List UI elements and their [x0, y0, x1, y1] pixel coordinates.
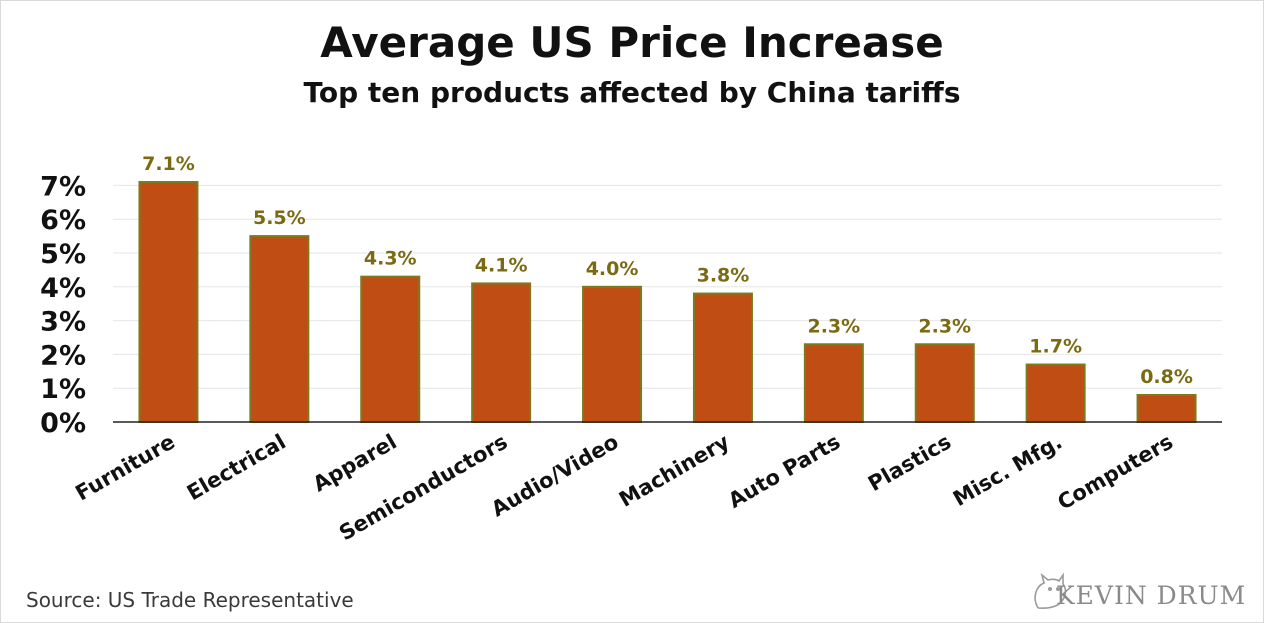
x-tick-label: Auto Parts [724, 430, 844, 513]
kevin-drum-logo [1034, 572, 1067, 609]
data-label: 1.7% [1029, 336, 1082, 358]
x-axis-ticks: Furniture Electrical ApparelSemiconductors… [71, 429, 1177, 545]
bar [138, 181, 199, 423]
data-label: 2.3% [918, 315, 971, 337]
bar [471, 282, 532, 424]
bar [803, 343, 864, 424]
x-tick-label: Computers [1053, 430, 1177, 515]
bar [692, 292, 753, 423]
y-tick-label: 0% [40, 408, 86, 439]
data-labels: 7.1% 5.5% 4.3% 4.1% 4.0% 3.8% 2.3% 2.3% 1.7% 0.8% [142, 153, 1193, 388]
x-tick-label: Furniture [71, 430, 179, 506]
y-tick-label: 4% [40, 273, 86, 304]
x-tick-label: Machinery [615, 429, 734, 511]
data-label: 3.8% [697, 265, 750, 287]
y-tick-label: 7% [40, 171, 86, 202]
data-label: 5.5% [253, 207, 306, 229]
bar [1025, 363, 1086, 424]
data-label: 4.0% [586, 258, 639, 280]
x-tick-label: Plastics [864, 430, 955, 497]
data-label: 0.8% [1140, 366, 1193, 388]
bar [249, 235, 310, 423]
bar [914, 343, 975, 424]
x-tick-label: Electrical [183, 430, 290, 506]
x-tick-label: Apparel [309, 430, 401, 497]
x-tick-label: Misc. Mfg. [949, 430, 1066, 511]
y-tick-label: 3% [40, 307, 86, 338]
bar [360, 275, 421, 423]
chart-subtitle: Top ten products affected by China tarif… [303, 76, 961, 109]
data-label: 2.3% [807, 315, 860, 337]
data-label: 4.3% [364, 248, 417, 270]
bar [1136, 393, 1197, 423]
y-axis-ticks: 0%1%2%3%4%5%6%7% [40, 171, 86, 439]
y-tick-label: 1% [40, 374, 86, 405]
y-tick-label: 2% [40, 340, 86, 371]
logo-text: KEVIN DRUM [1056, 581, 1247, 610]
data-label: 4.1% [475, 254, 528, 276]
source-note: Source: US Trade Representative [26, 588, 354, 612]
y-tick-label: 6% [40, 205, 86, 236]
bar [582, 285, 643, 423]
chart-title: Average US Price Increase [320, 18, 944, 67]
cat-icon [1034, 572, 1067, 609]
data-label: 7.1% [142, 153, 195, 175]
y-tick-label: 5% [40, 239, 86, 270]
